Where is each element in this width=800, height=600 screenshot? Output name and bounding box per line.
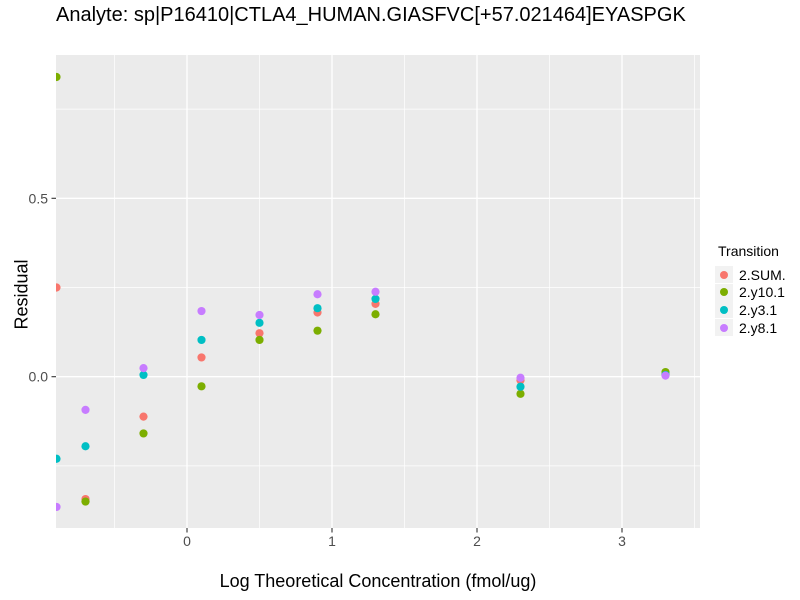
y-axis-title: Residual xyxy=(11,259,32,330)
legend-title: Transition xyxy=(718,243,779,259)
data-point-2.SUM. xyxy=(56,283,61,292)
data-point-2.y8.1 xyxy=(516,373,525,382)
data-point-2.y10.1 xyxy=(255,335,264,345)
data-point-2.y8.1 xyxy=(661,371,670,380)
x-tick-label: 0 xyxy=(183,533,191,549)
points-layer xyxy=(56,72,670,512)
legend-dot-icon xyxy=(720,270,728,279)
data-point-2.y8.1 xyxy=(139,364,148,373)
legend-dot-icon xyxy=(720,323,728,332)
legend-dot-icon xyxy=(720,288,728,297)
data-point-2.y8.1 xyxy=(81,405,90,414)
x-tick-label: 2 xyxy=(473,533,481,549)
data-point-2.SUM. xyxy=(197,353,206,362)
data-point-2.y3.1 xyxy=(56,454,61,463)
legend-key xyxy=(715,283,733,301)
y-tick-label: 0.5 xyxy=(29,190,49,206)
legend-item-label: 2.y10.1 xyxy=(739,284,785,301)
legend-key xyxy=(715,266,733,284)
legend-item: 2.y8.1 xyxy=(715,319,786,337)
data-point-2.y3.1 xyxy=(81,442,90,451)
x-tick-label: 1 xyxy=(328,533,336,549)
legend-item-label: 2.y8.1 xyxy=(739,319,778,336)
x-tick-label: 3 xyxy=(618,533,626,549)
legend-item-label: 2.SUM. xyxy=(739,266,786,283)
data-point-2.y10.1 xyxy=(313,326,322,335)
data-point-2.y3.1 xyxy=(197,335,206,345)
legend-item: 2.y10.1 xyxy=(715,283,786,302)
data-point-2.y10.1 xyxy=(139,429,148,438)
data-point-2.y3.1 xyxy=(255,318,264,327)
plot-title: Analyte: sp|P16410|CTLA4_HUMAN.GIASFVC[+… xyxy=(56,4,686,26)
legend-key xyxy=(715,301,733,319)
data-point-2.SUM. xyxy=(139,412,148,421)
data-point-2.y10.1 xyxy=(197,382,206,391)
legend-item: 2.SUM. xyxy=(715,266,786,284)
data-point-2.y3.1 xyxy=(313,304,322,313)
legend-item-label: 2.y3.1 xyxy=(739,301,778,318)
y-tick-label: 0.0 xyxy=(29,369,49,385)
data-point-2.y10.1 xyxy=(81,497,90,506)
legend: Transition 2.SUM. 2.y10.1 2.y3.1 2.y8.1 xyxy=(715,243,786,337)
legend-items: 2.SUM. 2.y10.1 2.y3.1 2.y8.1 xyxy=(715,266,786,337)
data-point-2.y8.1 xyxy=(197,306,206,316)
legend-key xyxy=(715,319,733,337)
legend-item: 2.y3.1 xyxy=(715,301,786,319)
data-point-2.y10.1 xyxy=(56,72,61,82)
data-point-2.y8.1 xyxy=(255,310,264,320)
data-point-2.y8.1 xyxy=(313,290,322,299)
x-axis-title: Log Theoretical Concentration (fmol/ug) xyxy=(219,571,537,591)
data-point-2.y8.1 xyxy=(56,502,61,512)
data-point-2.y10.1 xyxy=(371,310,380,319)
data-point-2.y10.1 xyxy=(516,389,525,398)
data-point-2.y3.1 xyxy=(371,294,380,304)
data-point-2.y3.1 xyxy=(516,382,525,391)
data-point-2.y8.1 xyxy=(371,287,380,296)
legend-dot-icon xyxy=(720,305,728,314)
data-point-2.y3.1 xyxy=(139,370,148,380)
data-point-2.SUM. xyxy=(255,329,264,338)
